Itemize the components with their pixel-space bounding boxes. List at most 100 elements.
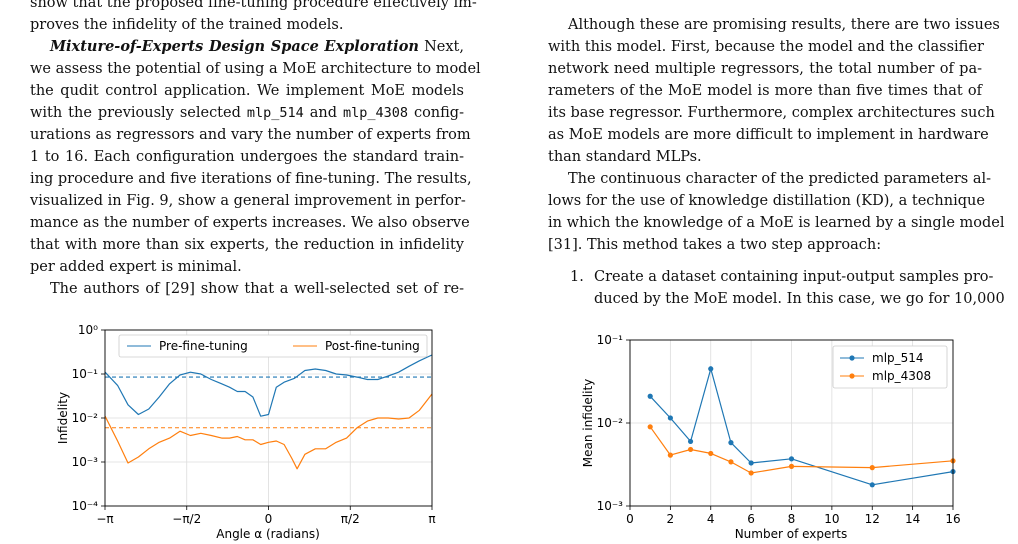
paragraph-line: with this model. First, because the mode… <box>548 39 984 55</box>
series-point-0 <box>687 438 694 445</box>
paragraph-line: urations as regressors and vary the numb… <box>30 127 471 143</box>
x-axis-label: Angle α (radians) <box>216 527 320 541</box>
paragraph-line <box>548 0 982 14</box>
paragraph-line: rameters of the MoE model is more than f… <box>548 83 982 99</box>
x-tick-label: −π <box>96 512 113 526</box>
mean-infidelity-vs-experts-chart: 0 2 4 6 8 10 12 14 16 10⁻¹ 10⁻² 10⁻³ mlp_514 mlp_43… <box>581 333 961 541</box>
code-mlp-514: mlp_514 <box>246 105 304 121</box>
paragraph-line: visualized in Fig. 9, show a general imp… <box>30 193 466 209</box>
chart-series <box>104 354 433 470</box>
y-tick-label: 10⁻⁴ <box>72 499 99 513</box>
series-point-1 <box>728 459 734 465</box>
x-tick-label: 16 <box>945 512 960 526</box>
infidelity-vs-angle-chart: −π −π/2 0 π/2 π 10⁰ 10⁻¹ 10⁻² 10⁻³ 10⁻⁴ Pre-fine-… <box>56 323 436 541</box>
paragraph-line: mance as the number of experts increases… <box>30 215 470 231</box>
series-point-0 <box>748 460 754 466</box>
series-point-1 <box>667 452 673 458</box>
chart-series <box>647 366 956 488</box>
x-tick-label: 2 <box>667 512 675 526</box>
list-line: duced by the MoE model. In this case, we… <box>594 291 1005 307</box>
series-line-0 <box>104 354 433 417</box>
chart-legend: Pre-fine-tuning Post-fine-tuning <box>118 334 428 358</box>
paragraph-text: and <box>303 105 343 121</box>
x-tick-label: 0 <box>626 512 634 526</box>
paragraph-line: the qudit control application. We implem… <box>30 83 464 99</box>
paragraph-line: in which the knowledge of a MoE is learn… <box>548 215 1005 231</box>
x-tick-label: 14 <box>905 512 920 526</box>
paragraph-line: show that the proposed fine-tuning proce… <box>30 0 477 11</box>
x-tick-label: 6 <box>747 512 755 526</box>
series-point-1 <box>869 465 875 471</box>
chart-ticks: −π −π/2 0 π/2 π 10⁰ 10⁻¹ 10⁻² 10⁻³ 10⁻⁴ <box>72 323 436 526</box>
paragraph-line: Although these are promising results, th… <box>568 17 1000 33</box>
series-point-0 <box>667 415 673 421</box>
x-tick-label: π/2 <box>341 512 360 526</box>
y-axis-label: Infidelity <box>56 392 70 444</box>
x-tick-label: −π/2 <box>172 512 201 526</box>
paragraph-line: network need multiple regressors, the to… <box>548 61 982 77</box>
series-line-1 <box>104 393 433 470</box>
y-tick-label: 10⁻¹ <box>72 367 99 381</box>
paragraph-text: with the previously selected <box>30 105 247 121</box>
paragraph-line: proves the infidelity of the trained mod… <box>30 17 344 33</box>
paragraph-line: as MoE models are more difficult to impl… <box>548 127 989 143</box>
legend-box <box>832 345 948 389</box>
paragraph-line: The authors of [29] show that a well-sel… <box>50 281 464 297</box>
chart-legend: mlp_514 mlp_4308 <box>832 345 948 389</box>
left-text-column: show that the proposed fine-tuning proce… <box>30 0 481 300</box>
legend-label-mlp-4308: mlp_4308 <box>872 369 931 383</box>
paragraph-line: lows for the use of knowledge distillati… <box>548 193 985 209</box>
chart-ticks: 0 2 4 6 8 10 12 14 16 10⁻¹ 10⁻² 10⁻³ <box>597 333 961 526</box>
y-tick-label: 10⁻³ <box>72 455 99 469</box>
y-tick-label: 10⁰ <box>78 323 98 337</box>
list-item: 1. Create a dataset containing input-out… <box>548 266 1005 310</box>
y-tick-label: 10⁻² <box>597 416 624 430</box>
paragraph-line: [31]. This method takes a two step appro… <box>548 237 882 253</box>
paragraph-line: per added expert is minimal. <box>30 259 242 275</box>
paragraph-line: that with more than six experts, the red… <box>30 237 464 253</box>
y-tick-label: 10⁻¹ <box>597 333 624 347</box>
paragraph-text: config- <box>407 105 464 121</box>
section-heading-line: Mixture-of-Experts Design Space Explorat… <box>30 36 464 58</box>
series-point-0 <box>788 456 795 462</box>
x-tick-label: π <box>428 512 435 526</box>
y-tick-label: 10⁻² <box>72 411 99 425</box>
series-point-0 <box>708 366 714 372</box>
series-point-1 <box>748 470 754 476</box>
x-tick-label: 10 <box>824 512 839 526</box>
paragraph-text: Next, <box>418 39 464 55</box>
y-tick-label: 10⁻³ <box>597 499 624 513</box>
right-text-column: Although these are promising results, th… <box>548 0 1005 310</box>
paragraph-line: The continuous character of the predicte… <box>568 171 991 187</box>
series-point-0 <box>647 393 653 399</box>
x-tick-label: 4 <box>707 512 715 526</box>
section-heading: Mixture-of-Experts Design Space Explorat… <box>50 38 419 55</box>
x-axis-label: Number of experts <box>735 527 848 541</box>
series-line-1 <box>649 426 954 474</box>
paragraph-line: 1 to 16. Each configuration undergoes th… <box>30 149 464 165</box>
list-line: Create a dataset containing input-output… <box>594 269 994 285</box>
series-point-1 <box>788 463 795 469</box>
paragraph-line: ing procedure and five iterations of fin… <box>30 171 472 187</box>
code-mlp-4308: mlp_4308 <box>342 105 408 121</box>
y-axis-label: Mean infidelity <box>581 379 595 467</box>
paragraph-line: we assess the potential of using a MoE a… <box>30 61 481 77</box>
x-tick-label: 12 <box>865 512 880 526</box>
x-tick-label: 8 <box>788 512 796 526</box>
paragraph-line: than standard MLPs. <box>548 149 702 165</box>
paragraph-line: with the previously selected mlp_514 and… <box>30 102 464 124</box>
series-point-1 <box>687 446 694 453</box>
legend-label-mlp-514: mlp_514 <box>872 351 924 365</box>
list-number: 1. <box>570 269 584 285</box>
legend-marker-mlp-4308 <box>849 373 855 379</box>
series-point-0 <box>728 440 734 446</box>
series-point-1 <box>647 424 653 430</box>
series-point-0 <box>869 482 875 488</box>
legend-label-post: Post-fine-tuning <box>325 339 420 353</box>
legend-box <box>118 334 428 358</box>
legend-label-pre: Pre-fine-tuning <box>159 339 248 353</box>
legend-marker-mlp-514 <box>849 355 855 361</box>
paragraph-line: its base regressor. Furthermore, complex… <box>548 105 995 121</box>
x-tick-label: 0 <box>265 512 273 526</box>
series-point-1 <box>708 450 714 457</box>
